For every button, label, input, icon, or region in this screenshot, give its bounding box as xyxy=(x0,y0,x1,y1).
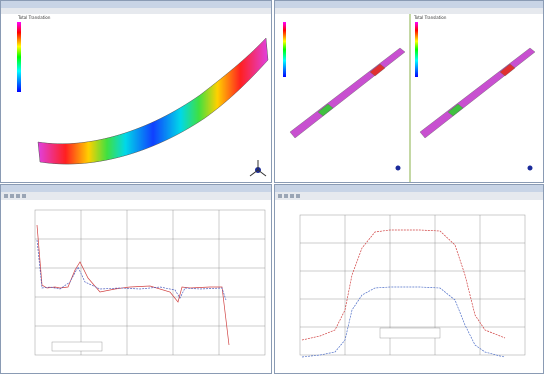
color-bar xyxy=(415,22,418,77)
color-bar xyxy=(17,22,21,92)
color-bar xyxy=(283,22,286,77)
legend-title: Total Translation xyxy=(413,15,447,20)
legend-title: Total Translation xyxy=(17,15,51,20)
page: Total Translation Total Translation (() … xyxy=(0,0,544,374)
plot-legend xyxy=(380,328,440,338)
plot-legend xyxy=(52,342,102,351)
screenshot: Total Translation Total Translation xyxy=(0,0,544,374)
